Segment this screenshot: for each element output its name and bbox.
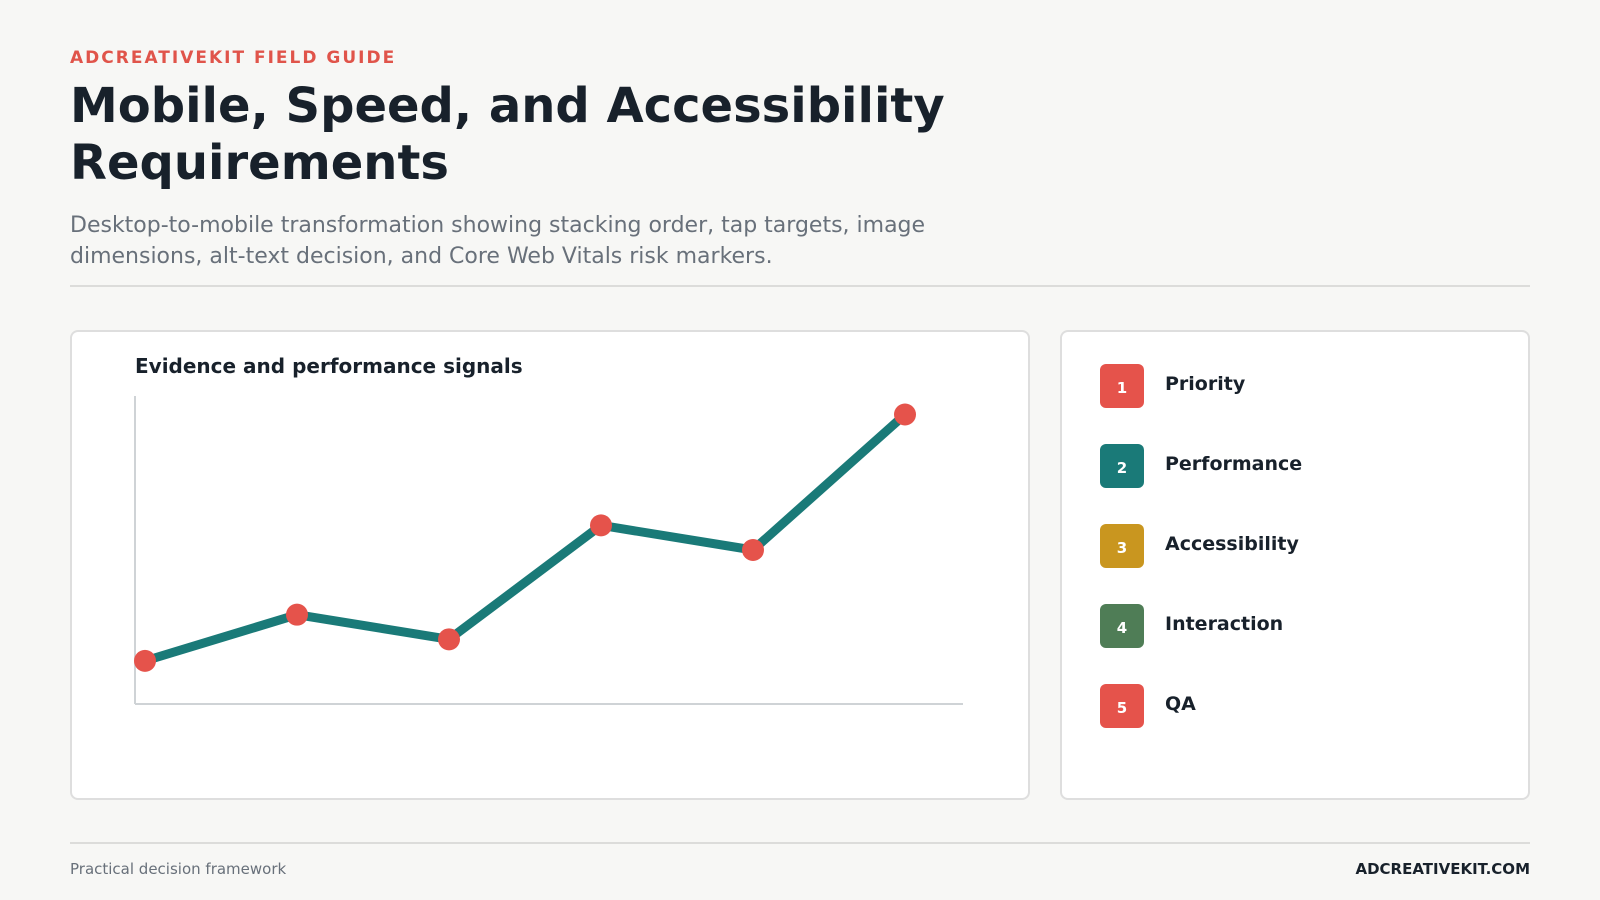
line-chart xyxy=(134,396,963,705)
data-point-6[interactable] xyxy=(894,403,916,426)
legend-label: QA xyxy=(1165,693,1196,715)
legend-item-priority: 1 Priority xyxy=(1100,364,1245,408)
legend-number-badge: 2 xyxy=(1100,444,1144,488)
page-title: Mobile, Speed, and Accessibility Require… xyxy=(70,78,945,191)
data-point-2[interactable] xyxy=(286,603,308,626)
chart-panel: Evidence and performance signals xyxy=(70,330,1030,800)
footer-divider xyxy=(70,842,1530,844)
data-point-3[interactable] xyxy=(438,628,460,651)
legend-number-badge: 4 xyxy=(1100,604,1144,648)
series-line-1 xyxy=(140,409,910,666)
eyebrow-label: ADCREATIVEKIT FIELD GUIDE xyxy=(70,48,397,68)
legend-label: Performance xyxy=(1165,453,1303,475)
legend-number-badge: 3 xyxy=(1100,524,1144,568)
series-layer xyxy=(134,403,916,672)
legend-item-performance: 2 Performance xyxy=(1100,444,1302,488)
legend-item-interaction: 4 Interaction xyxy=(1100,604,1283,648)
footer-site-link[interactable]: ADCREATIVEKIT.COM xyxy=(1355,860,1530,878)
legend-panel: 1 Priority 2 Performance 3 Accessibility 4 Inte… xyxy=(1060,330,1530,800)
legend-label: Interaction xyxy=(1165,613,1284,635)
data-point-4[interactable] xyxy=(590,514,612,537)
legend-number-badge: 1 xyxy=(1100,364,1144,408)
legend-item-qa: 5 QA xyxy=(1100,684,1196,728)
legend-label: Accessibility xyxy=(1165,533,1299,555)
chart-title: Evidence and performance signals xyxy=(135,354,523,378)
page-subtitle: Desktop-to-mobile transformation showing… xyxy=(70,213,926,269)
header-divider xyxy=(70,285,1530,287)
data-point-5[interactable] xyxy=(742,539,764,561)
legend-label: Priority xyxy=(1165,373,1246,395)
data-point-1[interactable] xyxy=(134,649,156,672)
footer-tagline: Practical decision framework xyxy=(70,860,287,878)
legend-item-accessibility: 3 Accessibility xyxy=(1100,524,1299,568)
legend-number-badge: 5 xyxy=(1100,684,1144,728)
